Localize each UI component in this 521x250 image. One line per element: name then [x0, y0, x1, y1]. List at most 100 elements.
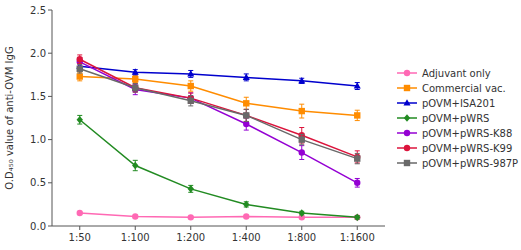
series-line	[80, 120, 358, 218]
y-tick-label: 0.5	[30, 177, 46, 188]
error-bar	[77, 64, 82, 73]
point	[187, 70, 194, 76]
series	[77, 55, 361, 163]
y-axis-label: O.D₄₅₀ value of anti-OVM IgG	[4, 46, 15, 189]
legend-label: Commercial vac.	[422, 83, 506, 94]
series	[77, 210, 361, 221]
error-bar	[133, 83, 138, 92]
x-tick-label: 1:800	[287, 232, 316, 243]
x-tick-label: 1:1600	[340, 232, 375, 243]
legend-marker	[403, 99, 410, 105]
legend-marker	[404, 160, 410, 166]
error-bar	[299, 146, 304, 160]
point	[299, 209, 305, 217]
plot-area	[76, 55, 361, 221]
error-bar	[244, 109, 249, 121]
y-tick-label: 2.0	[30, 48, 46, 59]
error-bar	[244, 97, 249, 109]
error-bar	[133, 84, 138, 94]
point	[77, 73, 83, 79]
legend-label: pOVM+ISA201	[422, 98, 495, 109]
y-tick-label: 0.0	[30, 221, 46, 232]
error-bar	[355, 153, 360, 163]
point	[354, 214, 360, 220]
y-tick-label: 1.5	[30, 91, 46, 102]
error-bar	[188, 81, 193, 91]
series	[77, 115, 361, 221]
chart: 0.00.51.01.52.02.51:501:1001:2001:4001:8…	[0, 0, 521, 250]
error-bar	[244, 109, 249, 121]
point	[132, 85, 138, 91]
point	[77, 56, 83, 62]
point	[354, 112, 360, 118]
point	[132, 213, 138, 219]
legend-label: pOVM+pWRS-987P	[422, 158, 518, 169]
point	[243, 213, 249, 219]
legend-label: Adjuvant only	[422, 68, 491, 79]
error-bar	[188, 93, 193, 103]
legend-marker	[404, 70, 410, 76]
point	[243, 201, 249, 209]
legend-label: pOVM+pWRS-K88	[422, 128, 512, 139]
point	[299, 108, 305, 114]
series	[77, 58, 361, 188]
x-tick	[357, 226, 358, 230]
x-tick-label: 1:400	[232, 232, 261, 243]
point	[188, 98, 194, 104]
x-tick	[190, 226, 191, 230]
series	[76, 62, 361, 89]
series	[77, 64, 361, 163]
point	[298, 77, 305, 83]
y-tick	[48, 139, 52, 140]
error-bar	[77, 55, 82, 64]
point	[243, 112, 249, 118]
y-tick	[48, 182, 52, 183]
page: {"chart_data": {"type": "line", "categor…	[0, 0, 521, 250]
y-tick-label: 2.5	[30, 5, 46, 16]
x-tick-label: 1:50	[69, 232, 91, 243]
y-axis-line	[52, 10, 53, 226]
legend-label: pOVM+pWRS-K99	[422, 143, 512, 154]
axes: 0.00.51.01.52.02.51:501:1001:2001:4001:8…	[30, 5, 385, 244]
error-bar	[355, 110, 360, 120]
error-bar	[133, 83, 138, 92]
legend-marker	[404, 85, 410, 91]
legend-marker	[404, 145, 410, 151]
x-tick	[246, 226, 247, 230]
legend-marker	[404, 114, 410, 122]
error-bar	[133, 76, 138, 83]
x-tick	[79, 226, 80, 230]
point	[354, 180, 360, 186]
y-tick	[48, 226, 52, 227]
error-bar	[299, 134, 304, 144]
point	[243, 112, 249, 118]
point	[299, 136, 305, 142]
y-tick	[48, 96, 52, 97]
error-bar	[355, 178, 360, 187]
point	[354, 214, 360, 222]
legend-marker	[404, 130, 410, 136]
x-tick-label: 1:100	[121, 232, 150, 243]
point	[354, 82, 361, 88]
point	[132, 76, 138, 82]
legend: Adjuvant only Commercial vac. pOVM+ISA201 p…	[397, 68, 518, 169]
point	[243, 100, 249, 106]
error-bar	[188, 96, 193, 106]
y-tick	[48, 10, 52, 11]
series-line	[80, 69, 358, 159]
x-axis-line	[52, 226, 385, 227]
point	[132, 162, 138, 170]
point	[243, 74, 250, 80]
x-tick	[135, 226, 136, 230]
point	[77, 210, 83, 216]
point	[188, 214, 194, 220]
x-tick-label: 1:200	[176, 232, 205, 243]
point	[77, 66, 83, 72]
error-bar	[133, 160, 138, 170]
point	[354, 155, 360, 161]
error-bar	[188, 185, 193, 192]
point	[132, 68, 139, 74]
point	[77, 116, 83, 124]
y-tick	[48, 53, 52, 54]
error-bar	[77, 115, 82, 124]
